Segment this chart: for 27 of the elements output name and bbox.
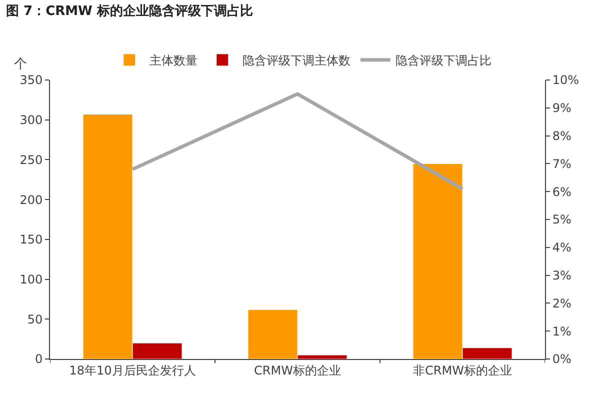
y2-tick-label: 7%	[552, 156, 572, 171]
x-tick-label: 非CRMW标的企业	[413, 363, 512, 378]
x-tick-label: CRMW标的企业	[254, 363, 341, 378]
y2-tick-label: 5%	[552, 212, 572, 227]
y2-tick-label: 4%	[552, 240, 572, 255]
y-tick-label: 50	[27, 312, 43, 326]
y-tick-label: 0	[34, 352, 43, 366]
y-tick-label: 300	[20, 113, 43, 128]
legend-label: 主体数量	[149, 54, 198, 68]
y2-tick-label: 10%	[552, 73, 580, 88]
y2-tick-label: 8%	[552, 129, 572, 143]
y2-tick-label: 6%	[552, 184, 572, 199]
legend-label: 隐含评级下调占比	[395, 54, 492, 68]
y2-tick-label: 0%	[552, 352, 572, 366]
y-tick-label: 250	[20, 152, 43, 167]
legend-label: 隐含评级下调主体数	[242, 54, 350, 68]
y-tick-label: 100	[20, 272, 43, 286]
y2-tick-label: 9%	[552, 101, 572, 116]
y-axis-title: 个	[14, 57, 27, 72]
y2-tick-label: 3%	[552, 268, 572, 282]
y-tick-label: 150	[20, 232, 43, 247]
y2-tick-label: 2%	[552, 296, 572, 310]
chart-title: 图 7：CRMW 标的企业隐含评级下调占比	[6, 3, 253, 20]
y-tick-label: 200	[20, 192, 43, 207]
y2-tick-label: 1%	[552, 324, 572, 338]
y-tick-label: 350	[20, 73, 43, 88]
x-tick-label: 18年10月后民企发行人	[69, 363, 196, 378]
